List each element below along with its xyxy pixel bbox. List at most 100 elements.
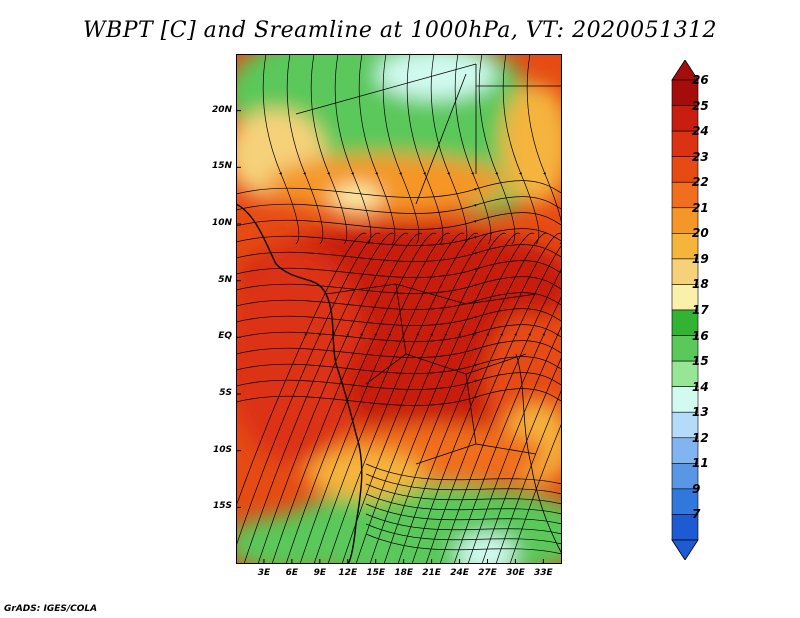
colorbar-segment [671,386,699,413]
colorbar-label: 14 [692,379,709,394]
colorbar-label: 13 [692,405,709,420]
colorbar-segment [671,79,699,106]
lake-shore [515,353,562,555]
colorbar-segment [671,181,699,209]
colorbar-segment [671,105,699,132]
lon-tick-label: 33E [534,568,553,578]
streamline [397,232,549,564]
lon-tick-label: 30E [506,568,525,578]
colorbar-segment [671,284,699,311]
streamline [406,54,444,245]
lon-tick-label: 24E [450,568,469,578]
lon-tick-label: 9E [313,568,327,578]
lat-tick-label: 5N [218,274,232,285]
colorbar-label: 18 [692,277,709,292]
lat-tick-label: 15S [212,501,232,512]
streamline [526,54,562,245]
colorbar-label: 20 [692,226,709,241]
streamline [355,232,507,564]
streamline [285,232,437,564]
field-blobs [236,54,562,564]
streamline [358,54,396,245]
lon-tick-label: 6E [285,568,299,578]
lon-tick-label: 27E [478,568,497,578]
streamline [236,232,367,508]
colorbar-label: 17 [692,303,709,317]
streamline [236,180,562,198]
colorbar [671,60,699,560]
lat-tick-label: 10N [211,218,232,228]
country-borders [295,63,562,465]
lat-tick-label: 20N [211,104,232,115]
colorbar-segment [671,130,699,157]
streamline [365,533,562,555]
colorbar-segment [671,335,699,362]
temperature-field-map [236,54,562,564]
streamline [236,260,562,278]
streamline [365,513,562,535]
streamline [365,503,562,525]
streamline [495,387,562,564]
colorbar-label: 25 [692,98,709,113]
colorbar-label: 15 [692,354,709,369]
streamline [365,473,562,495]
streamline [257,232,409,564]
streamline [286,54,324,245]
streamline [236,308,562,326]
lon-tick-label: 15E [366,568,386,578]
streamline [365,483,562,505]
lat-tick-label: 5S [219,388,232,398]
streamline [454,54,492,245]
streamline [365,523,562,545]
streamline [411,232,562,564]
colorbar-segment [671,309,699,336]
lon-tick-label: 12E [338,568,358,578]
colorbar-segment [671,258,699,285]
streamline [430,54,468,245]
axis-ticks [236,110,544,564]
streamline [236,372,562,390]
colorbar-label: 23 [692,149,709,164]
lon-tick-label: 21E [422,568,441,578]
streamline [236,276,562,294]
streamline [271,232,423,564]
colorbar-bottom-arrow [671,539,699,560]
colorbar-segment [671,233,699,260]
streamline [299,232,451,564]
streamline [334,54,372,245]
colorbar-label: 12 [692,430,709,445]
map-frame [236,54,562,564]
streamline [365,463,562,485]
streamline [481,355,562,564]
streamline [236,196,562,214]
colorbar-label: 19 [692,251,709,266]
colorbar-label: 21 [692,200,709,215]
streamline [236,356,562,374]
streamline [369,232,521,564]
streamline [236,228,562,246]
colorbar-segment [671,207,699,234]
streamline [327,232,479,564]
lat-tick-label: 15N [211,161,232,172]
streamline [382,54,420,245]
streamline [236,292,562,310]
lon-tick-label: 3E [257,568,271,578]
map-panel [236,54,562,564]
colorbar-label: 9 [692,481,701,496]
streamline [236,340,562,358]
colorbar-label: 24 [692,124,709,139]
colorbar-label: 7 [692,507,701,522]
colorbar-label: 11 [692,456,709,471]
streamline [262,54,300,245]
grads-credit: GrADS: IGES/COLA [4,604,98,614]
map-title: WBPT [C] and Sreamline at 1000hPa, VT: 2… [82,18,718,43]
streamline [341,232,493,564]
colorbar-label: 26 [692,73,709,87]
streamline [478,54,516,245]
lat-tick-label: EQ [218,331,232,342]
colorbar-label: 16 [692,328,709,343]
colorbar-label: 22 [692,175,709,190]
streamline [236,212,562,230]
lat-tick-label: 10S [212,444,232,455]
streamline [453,294,562,564]
